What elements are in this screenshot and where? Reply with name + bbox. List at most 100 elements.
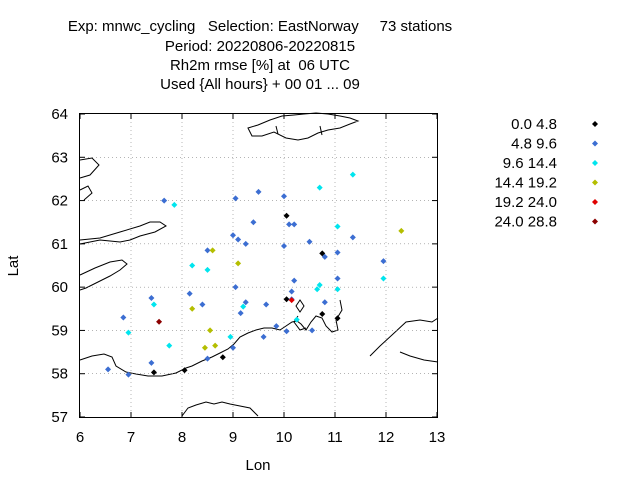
legend-label: 9.6 14.4 (503, 155, 557, 172)
station-point (283, 328, 290, 335)
station-point (237, 310, 244, 317)
station-point (186, 290, 193, 297)
header-line-2: Period: 20220806-20220815 (164, 38, 356, 55)
legend-label: 0.0 4.8 (511, 116, 557, 133)
station-point (319, 310, 326, 317)
x-axis-label: Lon (245, 457, 270, 474)
x-tick-label: 9 (229, 429, 237, 446)
station-point (291, 221, 298, 228)
station-point (286, 221, 293, 228)
station-point (235, 236, 242, 243)
station-point (316, 184, 323, 191)
station-point (181, 367, 188, 374)
legend-label: 4.8 9.6 (511, 136, 557, 153)
station-point (306, 238, 313, 245)
x-tick-label: 11 (327, 429, 343, 446)
station-point (204, 247, 211, 254)
station-point (321, 299, 328, 306)
station-point (334, 275, 341, 282)
header-line-4: Used {All hours} + 00 01 ... 09 (160, 76, 360, 93)
grid (80, 114, 437, 417)
station-point (380, 275, 387, 282)
y-axis-label: Lat (5, 255, 22, 277)
y-tick-label: 62 (51, 193, 68, 210)
station-markers (105, 171, 405, 378)
legend-label: 14.4 19.2 (494, 175, 557, 192)
station-point (232, 284, 239, 291)
y-tick-label: 58 (51, 366, 68, 383)
station-point (209, 247, 216, 254)
legend-label: 24.0 28.8 (494, 214, 557, 231)
station-point (125, 371, 132, 378)
station-point (314, 286, 321, 293)
station-point (293, 316, 300, 323)
station-point (230, 344, 236, 351)
legend-marker (592, 160, 598, 166)
station-point (105, 366, 112, 373)
station-point (235, 260, 242, 267)
station-point (309, 327, 316, 334)
station-point (288, 288, 295, 295)
y-tick-label: 63 (51, 149, 68, 166)
station-point (201, 344, 208, 351)
station-point (230, 232, 236, 239)
station-point (291, 277, 298, 284)
station-point (161, 197, 168, 204)
station-point (242, 240, 249, 247)
legend-marker (592, 218, 598, 225)
station-point (199, 301, 206, 308)
station-point (242, 299, 249, 306)
station-point (204, 266, 211, 273)
station-point (263, 301, 270, 308)
station-point (227, 333, 234, 340)
station-point (334, 223, 341, 230)
station-point (125, 329, 132, 336)
station-point (281, 243, 287, 250)
x-tick-label: 6 (76, 429, 84, 446)
y-tick-label: 64 (51, 106, 68, 123)
station-point (148, 294, 155, 301)
legend-marker (592, 199, 598, 205)
station-point (281, 193, 287, 200)
x-tick-label: 7 (127, 429, 135, 446)
legend: 0.0 4.8 4.8 9.6 9.6 14.4 14.4 19.2 19.2 24.0… (494, 116, 598, 231)
station-point (171, 201, 178, 208)
station-point (250, 219, 257, 226)
plot-frame (79, 113, 438, 418)
station-point (334, 315, 341, 322)
y-tick-label: 60 (51, 279, 68, 296)
y-tick-label: 59 (51, 322, 68, 339)
station-point (288, 297, 295, 304)
y-tick-label: 57 (51, 409, 68, 426)
station-point (255, 188, 262, 195)
station-point (204, 355, 211, 362)
station-point (148, 359, 155, 366)
legend-marker (592, 140, 598, 147)
station-point (189, 262, 196, 269)
x-tick-label: 8 (178, 429, 186, 446)
station-point (156, 318, 163, 325)
y-tick-label: 61 (51, 236, 68, 253)
station-point (349, 171, 356, 178)
station-point (150, 369, 157, 376)
station-point (120, 314, 127, 321)
station-point (283, 296, 290, 303)
x-tick-label: 13 (429, 429, 446, 446)
station-point (212, 342, 219, 349)
station-point (240, 303, 247, 310)
station-point (334, 249, 341, 256)
station-point (207, 327, 214, 334)
station-point (232, 195, 239, 202)
station-point (349, 234, 356, 241)
station-point (334, 286, 341, 293)
legend-label: 19.2 24.0 (494, 194, 557, 211)
header-line-3: Rh2m rmse [%] at 06 UTC (169, 57, 351, 74)
x-tick-label: 12 (378, 429, 395, 446)
station-point (283, 212, 290, 219)
station-point (319, 250, 326, 257)
station-point (166, 342, 173, 349)
station-point (380, 258, 387, 265)
station-point (316, 281, 323, 288)
station-point (398, 227, 405, 234)
